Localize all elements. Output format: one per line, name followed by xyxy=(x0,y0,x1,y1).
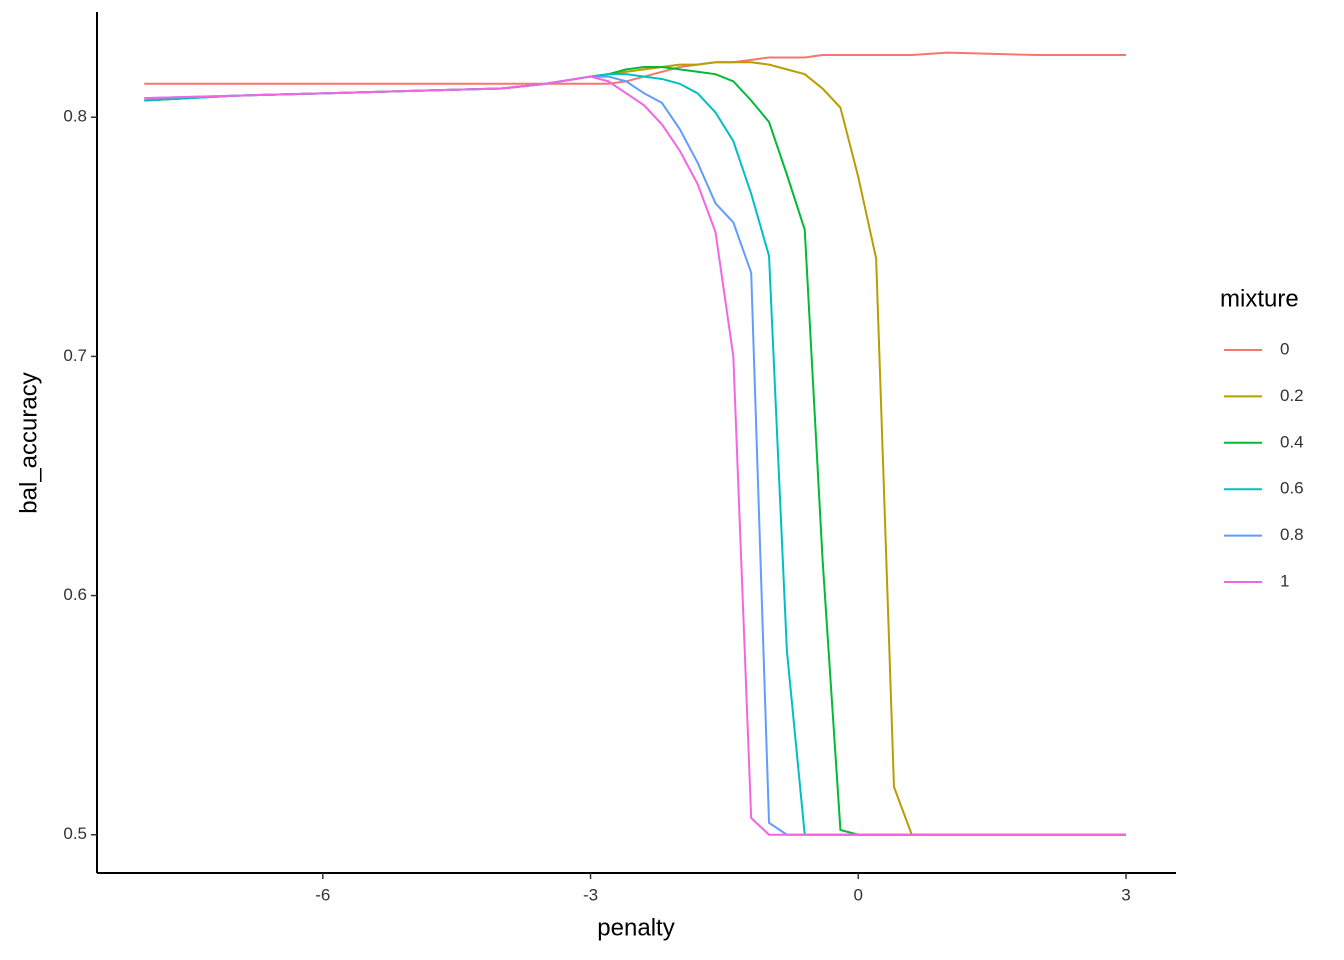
legend-label: 0.6 xyxy=(1280,479,1304,498)
x-tick-label: 0 xyxy=(854,885,863,904)
series-line xyxy=(144,73,1127,836)
series-line xyxy=(144,61,1127,836)
y-tick-label: 0.6 xyxy=(63,585,87,604)
y-tick-label: 0.5 xyxy=(63,824,87,843)
y-tick-label: 0.8 xyxy=(63,107,87,126)
series-line xyxy=(144,75,1127,836)
legend-label: 0.8 xyxy=(1280,525,1304,544)
y-axis-title: bal_accuracy xyxy=(15,372,42,513)
x-axis-title: penalty xyxy=(597,914,674,941)
legend-label: 0 xyxy=(1280,339,1289,358)
x-tick-label: -6 xyxy=(315,885,330,904)
series-line xyxy=(144,66,1127,836)
legend-title: mixture xyxy=(1220,285,1299,312)
legend-label: 0.2 xyxy=(1280,386,1304,405)
x-tick-label: 3 xyxy=(1121,885,1130,904)
x-tick-label: -3 xyxy=(583,885,598,904)
y-tick-label: 0.7 xyxy=(63,346,87,365)
legend-label: 0.4 xyxy=(1280,432,1304,451)
legend-label: 1 xyxy=(1280,571,1289,590)
series-line xyxy=(144,75,1127,836)
